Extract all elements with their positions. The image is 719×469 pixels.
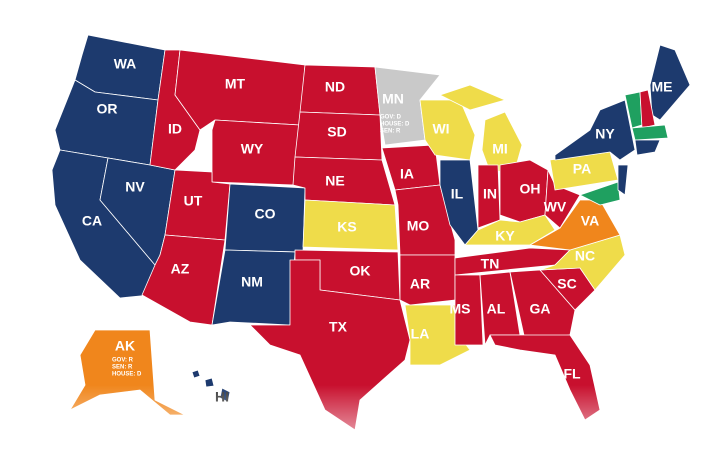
state-label: AL (487, 301, 506, 317)
state-label: WI (432, 121, 449, 137)
state-label: OH (520, 181, 541, 197)
state-labels: WA OR CA NV ID MT WY UT AZ CO NM ND SD NE KS OK TX MN GOV:… (82, 56, 673, 405)
state-label: AZ (171, 261, 190, 277)
bottom-fade (0, 385, 719, 469)
state-shape (302, 199, 399, 251)
state-label: OK (350, 263, 371, 279)
state-label: MO (407, 218, 430, 234)
state-label: MN (382, 91, 404, 107)
state-label: ME (652, 79, 673, 95)
state-label: PA (573, 161, 591, 177)
state-note: HOUSE: D (112, 372, 142, 378)
state-label: IL (451, 186, 464, 202)
state-label: NC (575, 248, 595, 264)
state-note: SEN: R (112, 365, 133, 371)
state-label: MT (225, 76, 246, 92)
state-shape (554, 99, 636, 161)
state-shape (211, 249, 296, 326)
state-label: NE (325, 173, 344, 189)
state-label: AK (115, 338, 135, 354)
state-note: GOV: D (380, 115, 402, 121)
state-note: GOV: R (112, 358, 134, 364)
state-label: ND (325, 79, 345, 95)
state-label: TN (481, 256, 500, 272)
state-label: NM (241, 274, 263, 290)
state-shape (639, 89, 656, 129)
state-label: WY (241, 141, 264, 157)
state-label: OR (97, 101, 118, 117)
state-label: CA (82, 213, 102, 229)
state-note: SEN: R (380, 129, 401, 135)
state-label: IN (483, 186, 497, 202)
state-label: VA (581, 213, 599, 229)
state-shapes (51, 34, 691, 431)
state-label: UT (184, 193, 203, 209)
state-label: TX (329, 319, 348, 335)
state-label: NY (595, 126, 615, 142)
state-shape (191, 369, 201, 379)
state-label: LA (411, 326, 430, 342)
state-label: IA (400, 166, 414, 182)
state-shape (141, 234, 226, 326)
state-label: FL (563, 366, 581, 382)
state-shape (579, 181, 621, 206)
state-label: SC (557, 276, 576, 292)
state-label: ID (168, 121, 182, 137)
state-shape (509, 269, 576, 341)
state-note: HOUSE: D (380, 122, 410, 128)
state-shape (399, 254, 456, 306)
state-shape (634, 139, 661, 156)
state-label: MS (450, 301, 471, 317)
state-label: SD (327, 124, 346, 140)
state-label: WV (544, 199, 567, 215)
state-shape (631, 124, 669, 141)
state-label: MI (492, 141, 508, 157)
state-shape (617, 164, 629, 196)
state-label: CO (255, 206, 276, 222)
state-shape (211, 119, 301, 186)
state-label: GA (530, 301, 551, 317)
state-label: WA (114, 56, 137, 72)
state-label: KY (495, 228, 515, 244)
state-label: AR (410, 276, 430, 292)
state-shape (439, 84, 506, 111)
state-label: KS (337, 219, 356, 235)
state-label: NV (125, 179, 145, 195)
state-shape (454, 274, 484, 346)
